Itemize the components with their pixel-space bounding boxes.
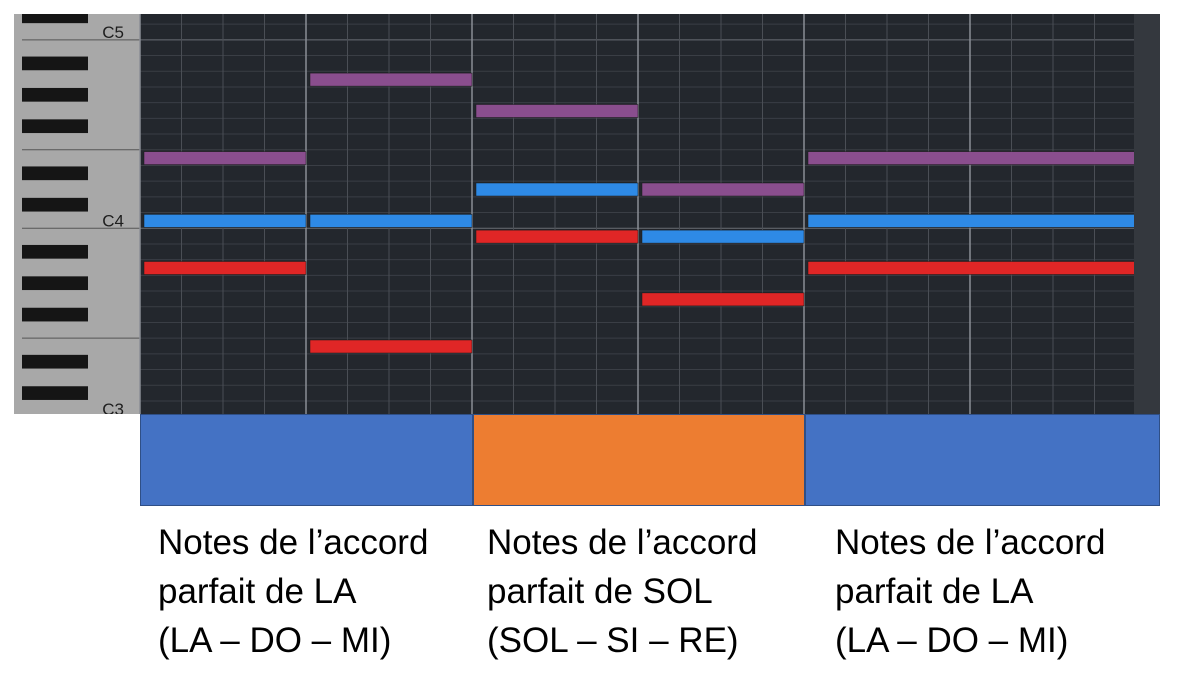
black-key[interactable] (22, 244, 88, 259)
caption-line: (SOL – SI – RE) (487, 621, 739, 660)
caption-line: parfait de LA (835, 572, 1034, 611)
note-block[interactable] (475, 182, 639, 197)
black-key[interactable] (22, 307, 88, 322)
caption-line: Notes de l’accord (835, 523, 1106, 562)
black-key[interactable] (22, 276, 88, 291)
caption-line: parfait de LA (158, 572, 357, 611)
caption-line: parfait de SOL (487, 572, 713, 611)
caption-line: Notes de l’accord (158, 523, 429, 562)
note-block[interactable] (309, 339, 473, 354)
caption-line: (LA – DO – MI) (158, 621, 392, 660)
note-block[interactable] (807, 214, 1137, 228)
note-block[interactable] (807, 261, 1137, 275)
roll-grid (139, 14, 1137, 414)
note-block[interactable] (475, 229, 639, 244)
piano-roll: C5 C4 C3 (14, 14, 1160, 414)
note-layer (143, 72, 1137, 354)
note-block[interactable] (309, 72, 473, 87)
note-block[interactable] (143, 214, 307, 228)
octave-label: C3 (102, 400, 124, 414)
caption-sol: Notes de l’accord parfait de SOL (SOL – … (487, 518, 757, 665)
caption-la-1: Notes de l’accord parfait de LA (LA – DO… (158, 518, 428, 665)
black-key[interactable] (22, 166, 88, 181)
octave-label: C4 (102, 211, 124, 230)
black-key[interactable] (22, 354, 88, 369)
note-block[interactable] (475, 104, 639, 118)
note-block[interactable] (641, 292, 805, 307)
note-block[interactable] (143, 261, 307, 275)
note-block[interactable] (641, 229, 805, 244)
section-block-la-2 (805, 414, 1160, 506)
black-key[interactable] (22, 386, 88, 400)
roll-scrollbar[interactable] (1134, 14, 1160, 414)
octave-label: C5 (102, 23, 124, 42)
black-key[interactable] (22, 14, 88, 24)
section-block-sol (473, 414, 805, 506)
roll-background (14, 14, 1160, 414)
caption-la-2: Notes de l’accord parfait de LA (LA – DO… (835, 518, 1105, 665)
black-key[interactable] (22, 197, 88, 212)
piano-roll-canvas: C5 C4 C3 (14, 14, 1160, 414)
piano-keyboard: C5 C4 C3 (14, 14, 140, 414)
note-block[interactable] (143, 151, 307, 165)
note-block[interactable] (641, 182, 805, 197)
note-block[interactable] (309, 214, 473, 228)
caption-line: (LA – DO – MI) (835, 621, 1069, 660)
keyboard-background (14, 14, 140, 414)
black-key[interactable] (22, 56, 88, 71)
caption-line: Notes de l’accord (487, 523, 758, 562)
black-key[interactable] (22, 87, 88, 102)
note-block[interactable] (807, 151, 1137, 165)
section-block-la-1 (140, 414, 473, 506)
black-key[interactable] (22, 119, 88, 134)
